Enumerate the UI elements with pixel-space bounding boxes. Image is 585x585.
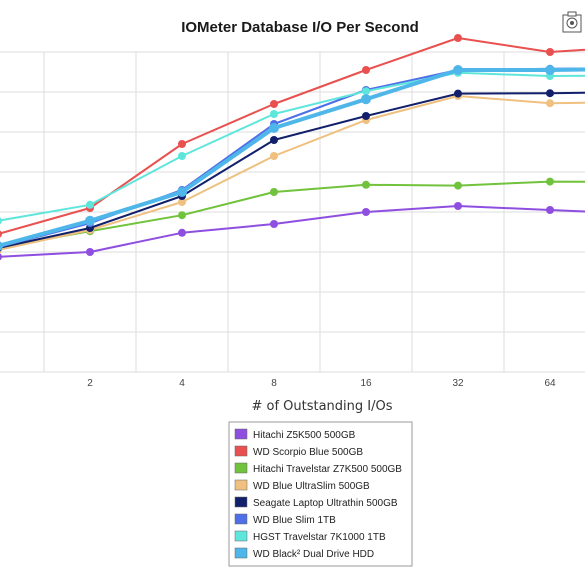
data-point xyxy=(270,188,278,196)
data-point xyxy=(362,180,370,189)
data-point xyxy=(269,123,279,133)
series-line xyxy=(0,91,585,249)
data-point xyxy=(454,202,462,210)
series-line xyxy=(0,180,585,249)
data-point xyxy=(86,200,94,209)
legend-frame xyxy=(228,421,413,567)
legend-label: WD Blue UltraSlim 500GB xyxy=(253,481,370,492)
series-2 xyxy=(0,177,585,252)
data-point xyxy=(0,241,3,251)
legend-swatch xyxy=(234,547,248,559)
plot-series xyxy=(0,34,585,261)
x-axis-label: # of Outstanding I/Os xyxy=(251,399,392,414)
legend: Hitachi Z5K500 500GB WD Scorpio Blue 500G… xyxy=(228,421,413,567)
legend-label: WD Black² Dual Drive HDD xyxy=(253,549,374,560)
series-line xyxy=(0,67,585,248)
legend-label: Seagate Laptop Ultrathin 500GB xyxy=(253,498,398,509)
data-point xyxy=(0,253,2,261)
x-tick-label: 32 xyxy=(452,378,464,389)
data-point xyxy=(178,228,186,237)
data-point xyxy=(270,152,278,160)
x-tick-label: 8 xyxy=(271,378,277,389)
legend-label: HGST Travelstar 7K1000 1TB xyxy=(253,532,386,543)
data-point xyxy=(546,48,554,56)
x-tick-label: 4 xyxy=(179,378,185,389)
data-point xyxy=(178,198,186,206)
data-point xyxy=(178,211,186,220)
data-point xyxy=(270,220,278,228)
data-point xyxy=(454,181,462,190)
data-point xyxy=(454,34,462,42)
data-point xyxy=(362,112,370,120)
legend-swatch xyxy=(234,428,248,440)
data-point xyxy=(546,99,554,108)
series-6 xyxy=(0,68,585,225)
series-line xyxy=(0,95,585,251)
legend-swatch xyxy=(234,513,248,525)
x-tick-label: 16 xyxy=(360,378,372,389)
series-7 xyxy=(0,65,585,251)
x-tick-label: 2 xyxy=(87,378,93,389)
data-point xyxy=(270,110,278,118)
series-0 xyxy=(0,202,585,261)
legend-swatch xyxy=(234,445,248,457)
data-point xyxy=(362,208,370,216)
data-point xyxy=(270,100,278,108)
data-point xyxy=(545,65,555,75)
chart-title: IOMeter Database I/O Per Second xyxy=(181,19,419,36)
x-tick-label: 64 xyxy=(544,378,556,389)
data-point xyxy=(85,215,95,226)
series-line xyxy=(0,71,585,222)
data-point xyxy=(546,177,554,186)
legend-swatch xyxy=(234,530,248,542)
data-point xyxy=(178,152,186,160)
legend-label: Hitachi Travelstar Z7K500 500GB xyxy=(253,464,402,475)
series-4 xyxy=(0,89,585,252)
data-point xyxy=(177,187,187,197)
data-point xyxy=(270,136,278,144)
legend-label: WD Scorpio Blue 500GB xyxy=(253,447,363,458)
data-point xyxy=(362,66,370,74)
series-line xyxy=(0,205,585,258)
data-point xyxy=(454,89,462,98)
data-point xyxy=(178,140,186,148)
camera-icon xyxy=(562,11,582,33)
data-point xyxy=(362,87,370,96)
legend-swatch xyxy=(234,462,248,474)
data-point xyxy=(546,206,554,214)
legend-label: WD Blue Slim 1TB xyxy=(253,515,336,526)
data-point xyxy=(361,94,371,105)
x-axis-ticks: 2 4 8 16 32 64 xyxy=(87,378,556,389)
legend-swatch xyxy=(234,479,248,491)
data-point xyxy=(0,217,2,225)
data-point xyxy=(546,89,554,98)
data-point xyxy=(453,65,463,75)
data-point xyxy=(86,248,94,256)
legend-swatch xyxy=(234,496,248,508)
legend-label: Hitachi Z5K500 500GB xyxy=(253,430,356,441)
data-point xyxy=(0,230,2,238)
